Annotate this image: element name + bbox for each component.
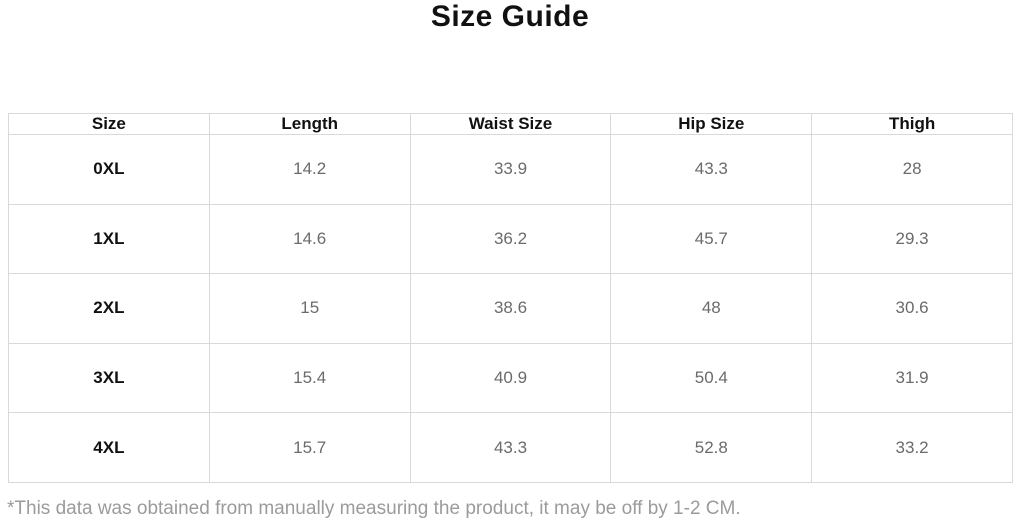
value-cell: 40.9	[409, 342, 612, 414]
size-cell: 1XL	[8, 203, 210, 275]
size-cell: 3XL	[8, 342, 210, 414]
value-cell: 52.8	[610, 412, 813, 483]
value-cell: 15	[208, 273, 411, 344]
header-cell-waist: Waist Size	[409, 113, 612, 135]
value-cell: 38.6	[409, 273, 612, 344]
value-cell: 33.9	[409, 134, 612, 205]
header-cell-thigh: Thigh	[811, 113, 1013, 135]
table-row: 2XL 15 38.6 48 30.6	[8, 273, 1013, 344]
table-header-row: Size Length Waist Size Hip Size Thigh	[8, 113, 1013, 135]
value-cell: 31.9	[811, 342, 1013, 414]
size-guide-table: Size Length Waist Size Hip Size Thigh 0X…	[8, 113, 1013, 483]
value-cell: 28	[811, 134, 1013, 205]
value-cell: 45.7	[610, 203, 813, 275]
value-cell: 43.3	[409, 412, 612, 483]
size-cell: 2XL	[8, 273, 210, 344]
table-row: 0XL 14.2 33.9 43.3 28	[8, 134, 1013, 205]
value-cell: 43.3	[610, 134, 813, 205]
size-cell: 0XL	[8, 134, 210, 205]
value-cell: 48	[610, 273, 813, 344]
value-cell: 33.2	[811, 412, 1013, 483]
value-cell: 30.6	[811, 273, 1013, 344]
value-cell: 36.2	[409, 203, 612, 275]
header-cell-hip: Hip Size	[610, 113, 813, 135]
value-cell: 15.7	[208, 412, 411, 483]
header-cell-length: Length	[208, 113, 411, 135]
header-cell-size: Size	[8, 113, 210, 135]
table-row: 3XL 15.4 40.9 50.4 31.9	[8, 342, 1013, 414]
table-row: 4XL 15.7 43.3 52.8 33.2	[8, 412, 1013, 483]
value-cell: 14.6	[208, 203, 411, 275]
value-cell: 15.4	[208, 342, 411, 414]
measurement-disclaimer: *This data was obtained from manually me…	[7, 498, 741, 519]
table-row: 1XL 14.6 36.2 45.7 29.3	[8, 203, 1013, 275]
value-cell: 29.3	[811, 203, 1013, 275]
size-guide-table-container: Size Length Waist Size Hip Size Thigh 0X…	[8, 113, 1013, 483]
page-title: Size Guide	[430, 0, 590, 33]
value-cell: 14.2	[208, 134, 411, 205]
value-cell: 50.4	[610, 342, 813, 414]
size-cell: 4XL	[8, 412, 210, 483]
